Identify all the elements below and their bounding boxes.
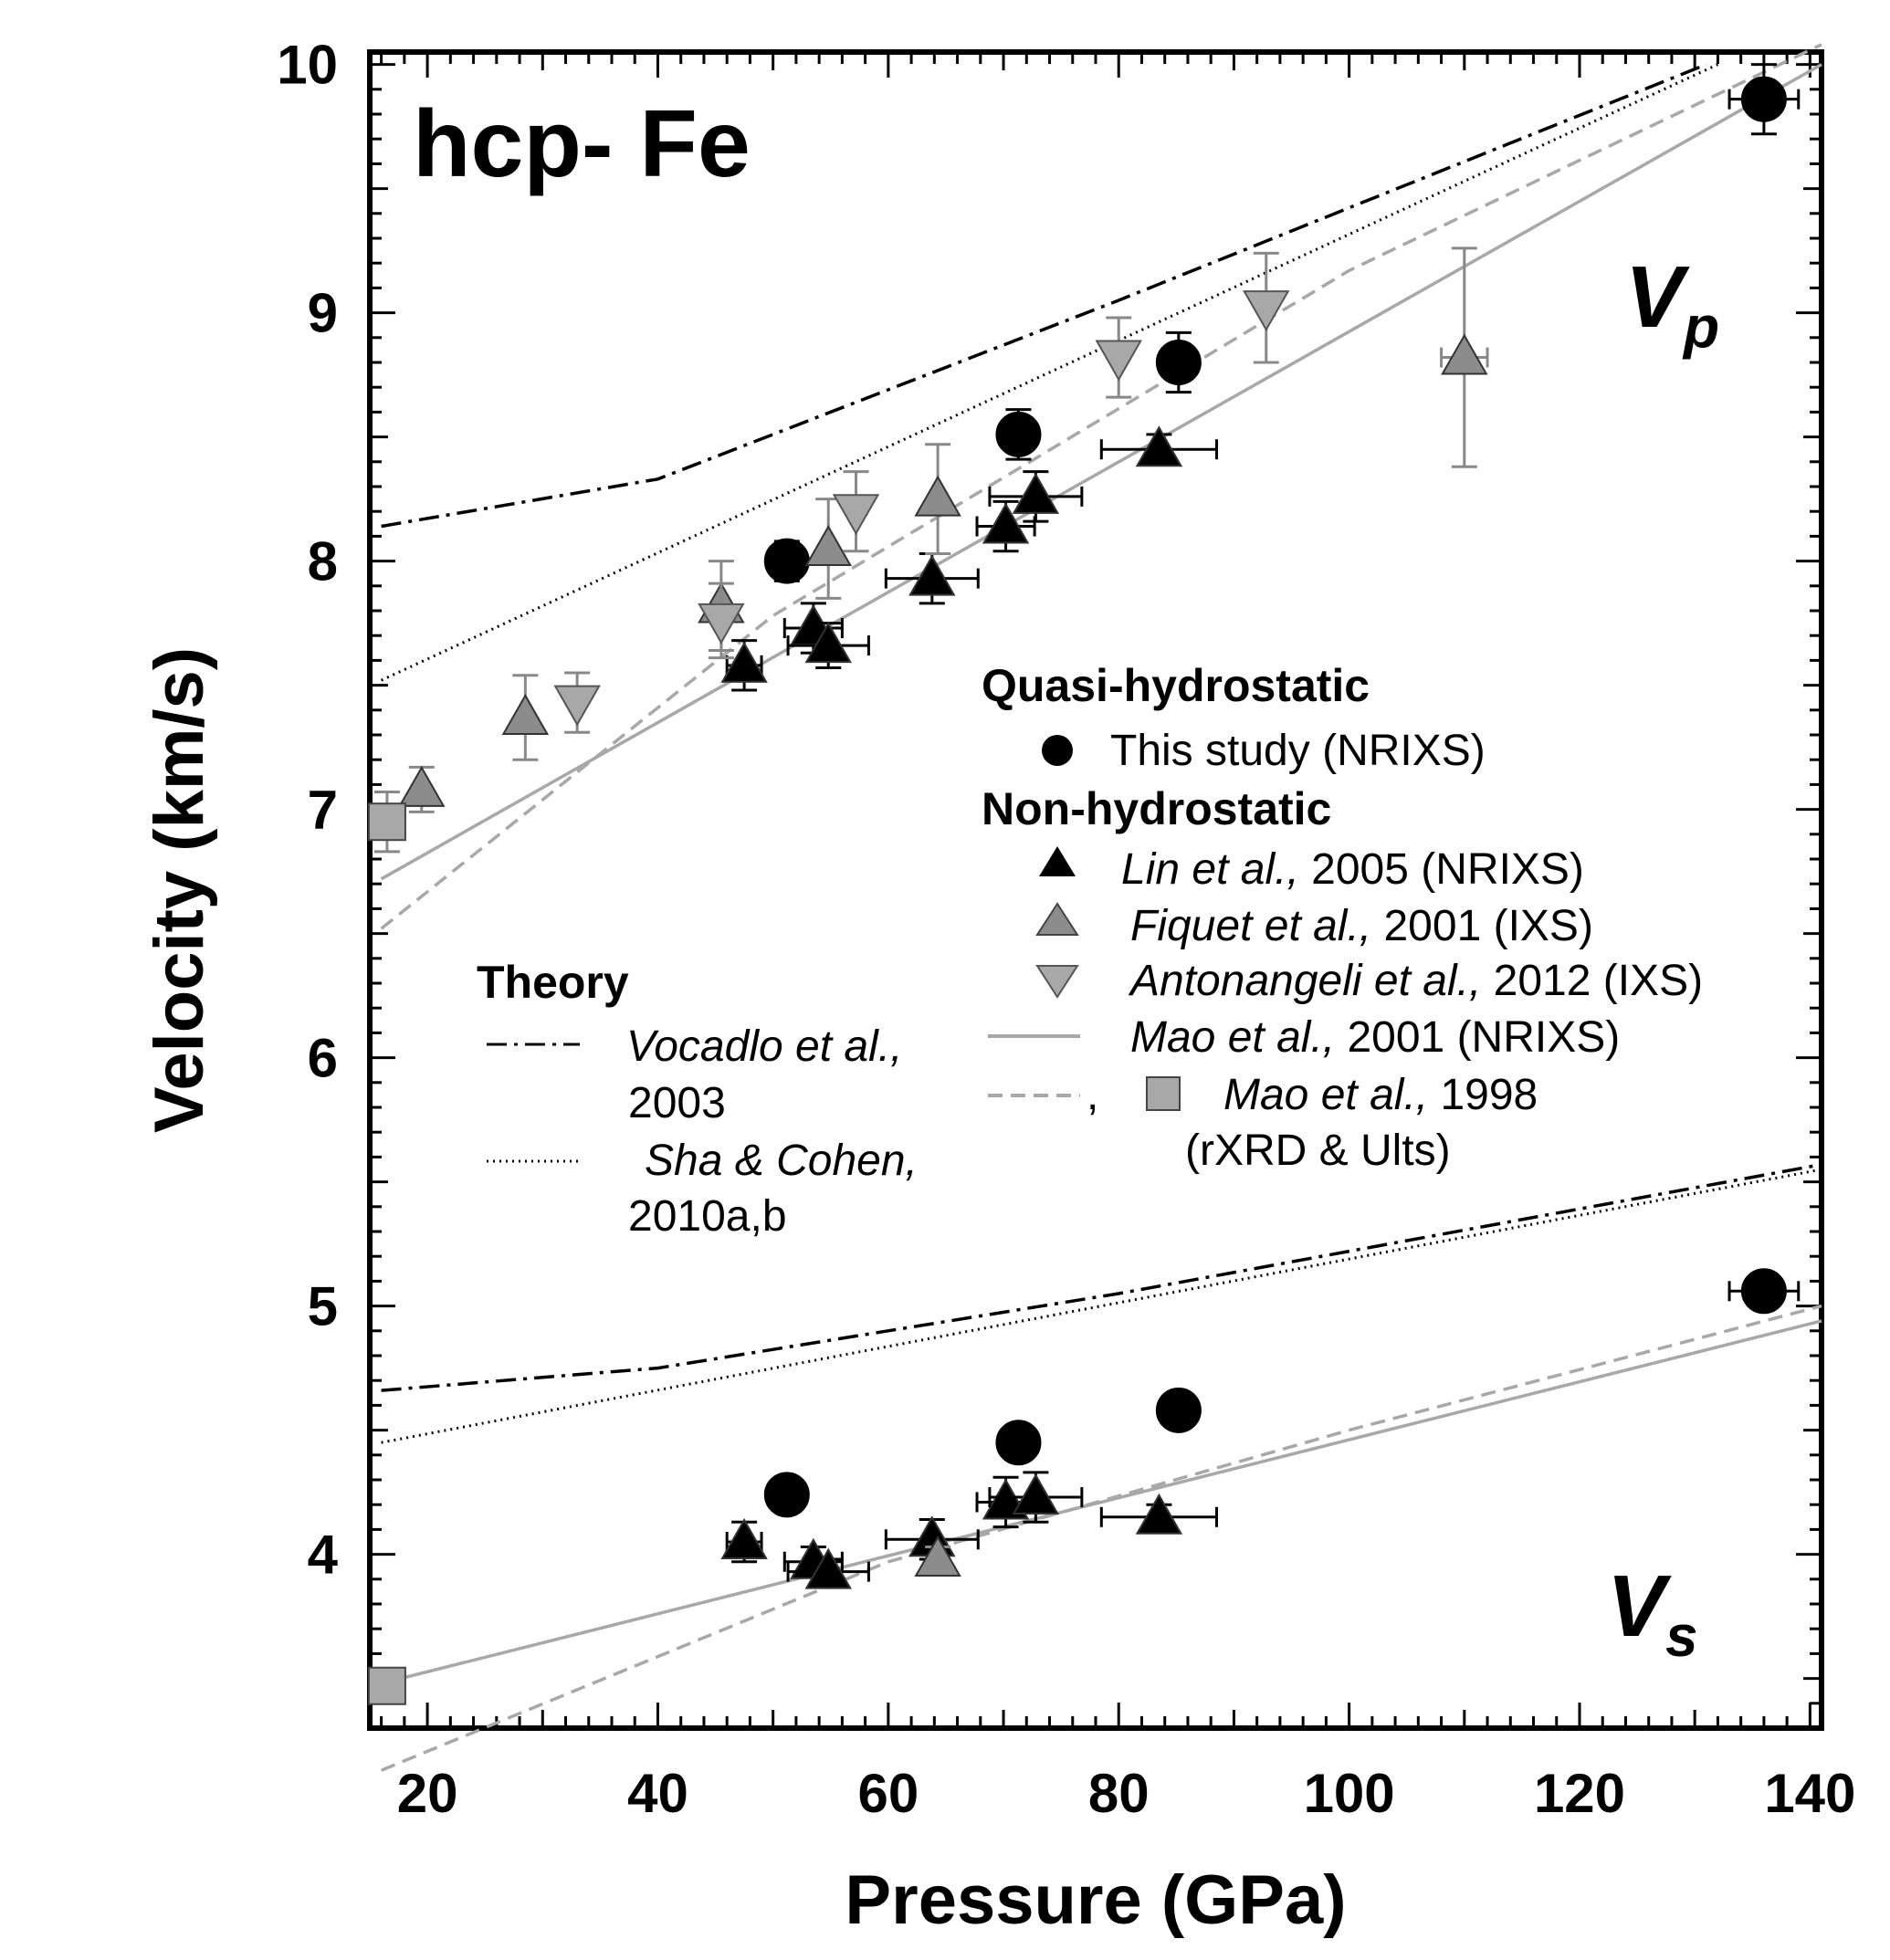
x-tick-label: 80 (1088, 1763, 1150, 1824)
data-point-triangle-up-vp (982, 502, 1030, 544)
legend-vocadlo-author: Vocadlo et al., (626, 1022, 902, 1071)
vp-label: Vp (1625, 248, 1719, 360)
line-dotted-vp (380, 63, 1719, 682)
line-dotted-vs (381, 1168, 1822, 1444)
legend-mao98-marker (1146, 1076, 1181, 1111)
data-points (367, 63, 1801, 1705)
legend-lin-rest: 2005 (NRIXS) (1299, 845, 1584, 894)
legend-mao98-rest: 1998 (1428, 1071, 1538, 1119)
legend-anto: Antonangeli et al., 2012 (IXS) (1128, 957, 1703, 1005)
data-point-circle-vp (763, 538, 810, 584)
legend-sha-author: Sha & Cohen, (645, 1137, 918, 1185)
data-point-triangle-down-vp (832, 494, 880, 536)
legend-fiquet-marker (1035, 902, 1079, 936)
data-point-triangle-up-vp (804, 622, 852, 664)
data-point-triangle-up-vs (1135, 1493, 1183, 1535)
data-point-triangle-down-vp (553, 685, 601, 727)
data-point-circle-vs (1740, 1268, 1787, 1315)
line-dashdot-vp (381, 62, 1707, 529)
data-point-triangle-up-vp (1012, 472, 1060, 514)
legend-fiquet: Fiquet et al., 2001 (IXS) (1130, 902, 1593, 950)
legend-lin: Lin et al., 2005 (NRIXS) (1121, 845, 1584, 894)
legend-mao98-line2: (rXRD & Ults) (1185, 1127, 1451, 1175)
data-point-triangle-up-vs (1012, 1473, 1060, 1515)
legend-mao01-rest: 2001 (NRIXS) (1335, 1013, 1620, 1062)
data-point-circle-vs (763, 1472, 810, 1518)
plot-frame (367, 49, 1824, 1731)
data-point-triangle-down-vp (1243, 290, 1290, 332)
data-point-triangle-up-vp (914, 475, 961, 517)
model-lines (380, 43, 1822, 1772)
vs-label-letter: V (1607, 1557, 1672, 1655)
data-point-triangle-up-vs (914, 1536, 961, 1577)
line-dashed-vs (380, 1304, 1822, 1772)
y-axis-title: Velocity (km/s) (141, 647, 218, 1133)
legend-theory-heading: Theory (477, 957, 629, 1008)
legend-sha-year: 2010a,b (628, 1192, 787, 1241)
panel-title: hcp- Fe (413, 91, 751, 197)
data-point-circle-vs (995, 1420, 1042, 1466)
data-point-square-vs (367, 1666, 406, 1705)
line-dashdot-vs (381, 1162, 1822, 1392)
data-point-triangle-up-vp (1441, 333, 1488, 375)
y-tick-label: 7 (308, 780, 338, 841)
vs-label: Vs (1607, 1557, 1698, 1669)
legend-anto-rest: 2012 (IXS) (1481, 957, 1703, 1005)
line-solid-vs (381, 1319, 1822, 1685)
vs-label-subscript: s (1665, 1603, 1698, 1669)
data-point-triangle-up-vp (501, 693, 550, 735)
y-axis: 4 5 6 7 8 9 10 (277, 35, 1822, 1705)
legend-non-heading: Non-hydrostatic (982, 783, 1331, 834)
legend-mao01: Mao et al., 2001 (NRIXS) (1130, 1013, 1620, 1062)
legend-anto-marker (1035, 965, 1079, 999)
data-point-triangle-up-vs (720, 1517, 768, 1559)
legend-lin-marker (1039, 846, 1076, 876)
y-tick-label: 6 (308, 1028, 338, 1089)
x-tick-label: 100 (1304, 1763, 1395, 1824)
legend-fiquet-rest: 2001 (IXS) (1371, 902, 1593, 950)
x-axis-title: Pressure (GPa) (845, 1861, 1346, 1939)
data-point-triangle-up-vp (720, 641, 768, 683)
x-tick-label: 60 (857, 1763, 919, 1824)
line-solid-vp (380, 63, 1822, 881)
y-tick-label: 5 (308, 1276, 338, 1337)
y-tick-label: 8 (308, 531, 338, 592)
x-tick-label: 40 (627, 1763, 688, 1824)
y-tick-label: 4 (308, 1525, 339, 1586)
data-point-circle-vp (995, 411, 1042, 457)
x-tick-label: 120 (1534, 1763, 1625, 1824)
data-point-triangle-down-vp (698, 603, 745, 645)
data-point-triangle-up-vs (804, 1547, 852, 1589)
vp-label-subscript: p (1682, 294, 1719, 360)
x-tick-label: 140 (1764, 1763, 1855, 1824)
x-tick-label: 20 (397, 1763, 458, 1824)
y-tick-label: 9 (308, 283, 338, 344)
x-axis: 20 40 60 80 100 120 140 (380, 52, 1855, 1824)
legend-fiquet-author: Fiquet et al., (1130, 902, 1371, 950)
data-point-square-vp (367, 802, 406, 842)
legend-vocadlo-year: 2003 (628, 1079, 726, 1127)
legend-mao01-author: Mao et al., (1130, 1013, 1335, 1062)
legend-quasi-heading: Quasi-hydrostatic (982, 660, 1370, 711)
data-point-triangle-up-vp (1135, 425, 1183, 467)
legend-anto-author: Antonangeli et al., (1128, 957, 1481, 1005)
legend: Quasi-hydrostatic This study (NRIXS) Non… (982, 660, 1703, 1175)
legend-this-study: This study (NRIXS) (1110, 727, 1486, 775)
theory-legend: Theory Vocadlo et al., 2003 Sha & Cohen,… (477, 957, 918, 1241)
legend-mao98-author: Mao et al., (1223, 1071, 1428, 1119)
data-point-triangle-up-vp (908, 554, 956, 596)
legend-lin-author: Lin et al., (1121, 845, 1299, 894)
vp-label-letter: V (1625, 248, 1690, 346)
y-tick-label: 10 (277, 35, 338, 96)
data-point-circle-vp (1740, 76, 1787, 122)
legend-mao98: Mao et al., 1998 (1223, 1071, 1538, 1119)
legend-circle-marker (1042, 735, 1073, 766)
data-point-circle-vp (1155, 340, 1202, 385)
data-point-triangle-down-vp (1095, 340, 1142, 382)
data-point-triangle-up-vp (804, 524, 852, 566)
data-point-triangle-up-vp (398, 765, 446, 807)
legend-mao98-comma: , (1087, 1071, 1098, 1119)
data-point-circle-vs (1155, 1387, 1202, 1433)
